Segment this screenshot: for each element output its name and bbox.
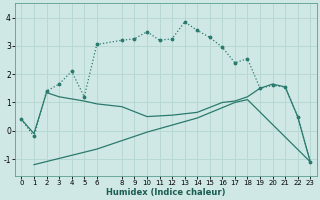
X-axis label: Humidex (Indice chaleur): Humidex (Indice chaleur) [106,188,226,197]
